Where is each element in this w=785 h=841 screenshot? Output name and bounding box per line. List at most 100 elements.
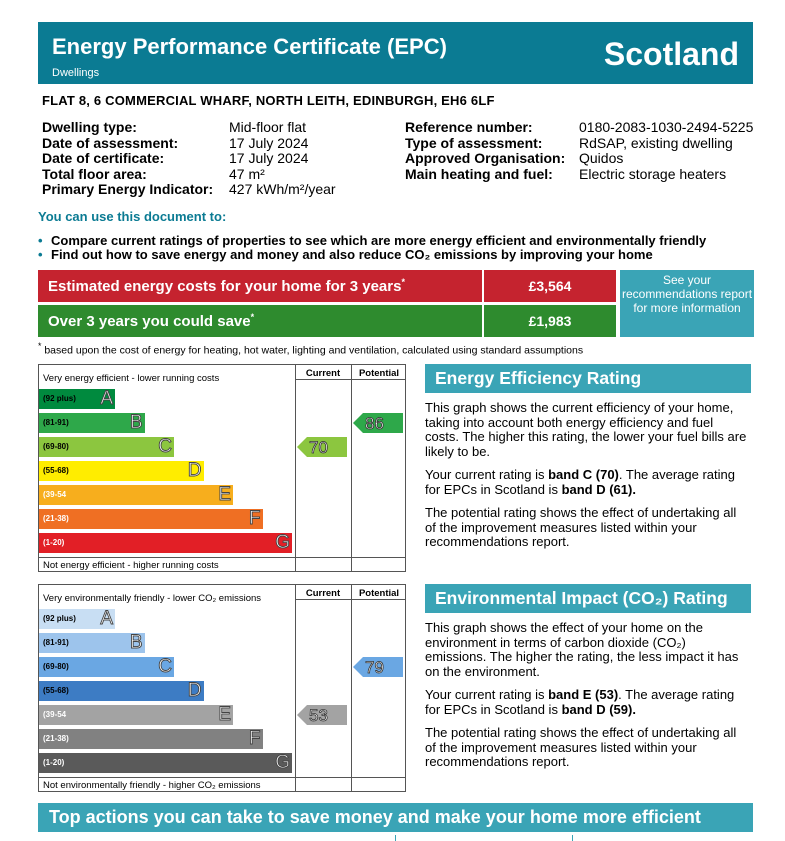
see-recommendations-box[interactable]: See your recommendations report for more… <box>620 270 754 337</box>
band-letter: E <box>218 704 232 726</box>
potential-column-header: Potential <box>358 588 400 599</box>
potential-arrow-polygon <box>353 413 403 433</box>
current-rating-value: 53 <box>309 706 329 726</box>
potential-rating-value: 86 <box>365 414 385 434</box>
detail-label: Date of assessment: <box>42 134 179 151</box>
savings-label: Over 3 years you could save* <box>38 305 482 337</box>
column-divider <box>351 365 352 571</box>
detail-value: Mid-floor flat <box>229 119 307 135</box>
detail-label: Approved Organisation: <box>405 150 566 166</box>
band-letter: E <box>218 484 232 506</box>
rating-band-g: (1-20) G <box>39 752 292 774</box>
bullet-dot-icon: • <box>38 233 43 248</box>
potential-rating-value: 79 <box>365 658 385 678</box>
detail-value: 17 July 2024 <box>229 134 309 151</box>
rating-band-f: (21-38) F <box>39 728 263 750</box>
current-band-text: band E (53) <box>548 687 619 702</box>
footnote-text: based upon the cost of energy for heatin… <box>44 344 584 357</box>
header-divider <box>295 379 405 380</box>
current-column-header: Current <box>305 368 341 379</box>
rating-band-d: (55-68) D <box>39 460 204 482</box>
potential-column-header: Potential <box>358 368 400 379</box>
potential-rating-arrow: 86 <box>353 413 403 433</box>
rating-band-e: (39-54 E <box>39 484 233 506</box>
current-rating-value: 70 <box>309 438 329 458</box>
table-column-tick <box>395 835 396 841</box>
band-letter: A <box>100 388 114 410</box>
detail-row: Type of assessment: RdSAP, existing dwell… <box>405 134 753 152</box>
rating-band-a: (92 plus) A <box>39 608 115 629</box>
text-run: . The average rating for EPCs in Scotlan… <box>425 687 735 717</box>
chart-top-text: Very environmentally friendly - lower CO… <box>43 593 262 604</box>
band-range: (55-68) <box>43 686 69 695</box>
text-run: Your current rating is <box>425 467 549 482</box>
environmental-impact-text: This graph shows the effect of your home… <box>425 620 750 779</box>
band-letter: G <box>275 752 291 774</box>
environmental-impact-chart: Very environmentally friendly - lower CO… <box>38 584 406 792</box>
detail-row: Reference number: 0180-2083-1030-2494-522… <box>405 119 753 136</box>
band-letter: B <box>129 412 143 434</box>
band-range: (1-20) <box>43 538 65 547</box>
footer-divider <box>39 557 405 558</box>
current-arrow-shape <box>297 437 347 457</box>
current-arrow-polygon <box>297 705 347 725</box>
potential-rating-arrow: 79 <box>353 657 403 677</box>
rating-band-c: (69-80) C <box>39 436 174 457</box>
detail-row: Dwelling type: Mid-floor flat <box>42 119 336 136</box>
rating-band-b: (81-91) B <box>39 412 145 434</box>
current-band-text: band C (70) <box>548 467 619 482</box>
rating-band-b: (81-91) B <box>39 632 145 654</box>
energy-efficiency-chart: Very energy efficient - lower running co… <box>38 364 406 572</box>
band-range: (81-91) <box>43 418 69 427</box>
current-arrow-polygon <box>297 437 347 457</box>
footnote-marker: * <box>38 341 42 351</box>
band-letter: D <box>187 460 202 482</box>
average-band-text: band D (61). <box>561 481 636 497</box>
rating-band-f: (21-38) F <box>39 508 263 529</box>
paragraph: The potential rating shows the effect of… <box>425 725 737 769</box>
detail-row: Main heating and fuel: Electric storage h… <box>405 165 753 183</box>
use-bullets: • Compare current ratings of properties t… <box>38 234 706 262</box>
savings-text: Over 3 years you could save <box>48 313 251 330</box>
property-address: FLAT 8, 6 COMMERCIAL WHARF, NORTH LEITH,… <box>42 93 495 108</box>
detail-label: Main heating and fuel: <box>405 165 553 182</box>
footer-divider <box>39 777 405 778</box>
paragraph: Your current rating is band C (70). The … <box>425 467 750 497</box>
detail-label: Type of assessment: <box>405 134 543 151</box>
detail-label: Reference number: <box>405 119 533 135</box>
certificate-subtitle: Dwellings <box>52 67 100 79</box>
detail-row: Total floor area: 47 m² <box>42 166 336 183</box>
column-divider <box>351 585 352 791</box>
band-letter: B <box>129 632 143 654</box>
bullet-item: • Compare current ratings of properties t… <box>38 234 706 248</box>
detail-value: 17 July 2024 <box>229 150 309 166</box>
band-range: (21-38) <box>43 514 69 523</box>
footnote: * based upon the cost of energy for heat… <box>38 341 583 357</box>
detail-row: Date of certificate: 17 July 2024 <box>42 150 336 167</box>
text-run: . The average rating for EPCs in Scotlan… <box>425 467 736 497</box>
environmental-impact-title: Environmental Impact (CO₂) Rating <box>425 584 751 613</box>
estimated-costs-label: Estimated energy costs for your home for… <box>38 270 482 302</box>
footnote-marker: * <box>401 277 405 287</box>
certificate-title: Energy Performance Certificate (EPC) <box>52 34 447 59</box>
country-label: Scotland <box>603 36 739 72</box>
energy-efficiency-title: Energy Efficiency Rating <box>425 364 751 393</box>
chart-bottom-text: Not energy efficient - higher running co… <box>43 560 219 571</box>
band-range: (92 plus) <box>43 614 76 623</box>
potential-arrow-shape <box>353 657 403 677</box>
band-range: (55-68) <box>43 466 69 475</box>
epc-header: Energy Performance Certificate (EPC) Dwe… <box>38 22 753 84</box>
estimated-costs-text: Estimated energy costs for your home for… <box>48 278 402 295</box>
band-range: (39-54 <box>43 710 67 719</box>
band-letter: F <box>248 728 261 750</box>
details-right: Reference number: 0180-2083-1030-2494-522… <box>405 119 753 183</box>
footnote-marker: * <box>250 312 255 322</box>
details-left: Dwelling type: Mid-floor flat Date of ass… <box>42 119 336 198</box>
column-divider <box>295 585 296 791</box>
current-arrow-shape <box>297 705 347 725</box>
bullet-dot-icon: • <box>38 247 43 262</box>
text-run: Your current rating is <box>425 687 549 702</box>
energy-efficiency-text: This graph shows the current efficiency … <box>425 400 750 559</box>
paragraph: This graph shows the effect of your home… <box>425 620 739 679</box>
paragraph: The potential rating shows the effect of… <box>425 505 737 549</box>
